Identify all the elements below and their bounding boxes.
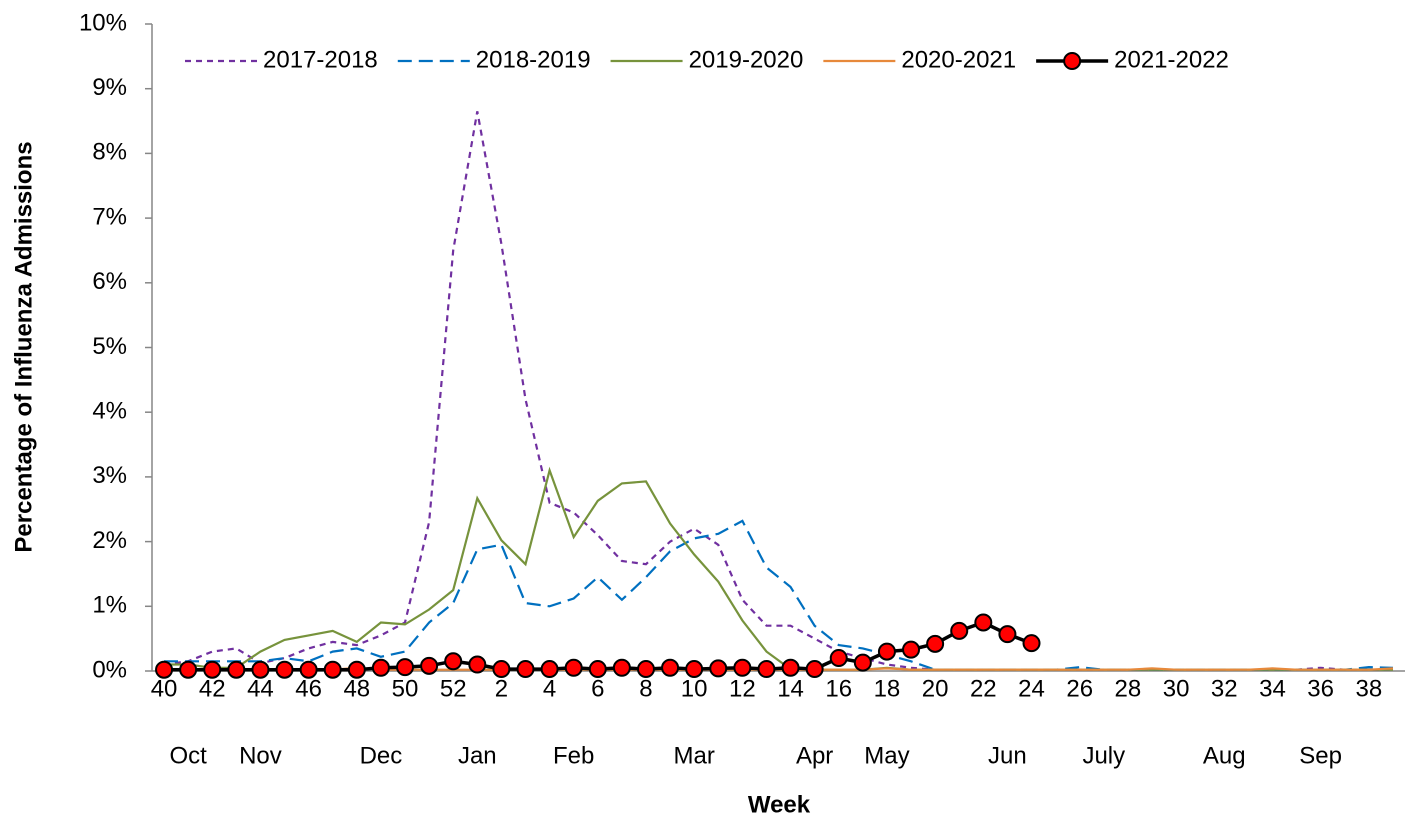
x-tick-label: 6 [591,675,604,702]
x-tick-label: 32 [1211,675,1238,702]
x-tick-label: 20 [922,675,949,702]
data-point [492,660,511,679]
data-point [275,660,294,679]
y-axis-title: Percentage of Influenza Admissions [10,141,37,552]
data-point [179,660,198,679]
x-tick-label: 2 [495,675,508,702]
legend-label: 2018-2019 [476,46,591,73]
x-tick-label: 28 [1115,675,1142,702]
x-tick-label: 4 [543,675,556,702]
data-point [444,652,463,671]
month-label: Mar [673,742,714,769]
x-tick-label: 18 [874,675,901,702]
month-label: Jun [988,742,1027,769]
data-point [877,642,896,661]
x-tick-label: 12 [729,675,756,702]
y-tick-label: 0% [92,656,127,683]
data-point [661,658,680,677]
data-point [155,660,174,679]
data-point [227,660,246,679]
x-tick-label: 14 [777,675,804,702]
data-point [926,634,945,653]
month-label: Aug [1203,742,1246,769]
month-label: Jan [458,742,497,769]
y-tick-label: 8% [92,139,127,166]
legend-label: 2019-2020 [689,46,804,73]
x-tick-label: 48 [343,675,370,702]
month-label: Apr [796,742,833,769]
legend-label: 2021-2022 [1114,46,1229,73]
y-tick-label: 6% [92,268,127,295]
data-point [733,658,752,677]
data-point [588,660,607,679]
data-point [998,625,1017,644]
data-point [757,660,776,679]
month-label: Oct [169,742,207,769]
y-tick-label: 9% [92,74,127,101]
legend-marker [1063,52,1082,70]
x-axis-title: Week [748,791,811,818]
legend-label: 2020-2021 [901,46,1016,73]
y-tick-label: 10% [79,9,127,36]
y-tick-label: 7% [92,203,127,230]
data-point [950,621,969,640]
month-label: Dec [360,742,403,769]
data-point [974,613,993,632]
data-point [371,658,390,677]
data-point [323,660,342,679]
data-point [636,660,655,679]
data-point [203,660,222,679]
y-tick-label: 5% [92,333,127,360]
x-tick-label: 40 [151,675,178,702]
data-point [829,649,848,668]
month-label: Sep [1299,742,1342,769]
data-point [805,660,824,679]
month-label: Feb [553,742,594,769]
x-tick-label: 22 [970,675,997,702]
x-tick-label: 52 [440,675,467,702]
x-tick-label: 44 [247,675,274,702]
x-tick-label: 16 [825,675,852,702]
data-point [564,658,583,677]
y-tick-label: 1% [92,592,127,619]
x-tick-label: 50 [392,675,419,702]
y-tick-label: 4% [92,398,127,425]
x-tick-label: 8 [639,675,652,702]
data-point [853,653,872,672]
data-point [1022,634,1041,653]
data-point [347,660,366,679]
data-point [781,658,800,677]
x-tick-label: 38 [1356,675,1383,702]
month-label: Nov [239,742,282,769]
x-tick-label: 42 [199,675,226,702]
x-tick-label: 10 [681,675,708,702]
x-tick-label: 30 [1163,675,1190,702]
x-tick-label: 34 [1259,675,1286,702]
data-point [612,658,631,677]
series-line [164,466,1393,671]
data-point [685,660,704,679]
data-point [420,656,439,675]
y-tick-label: 3% [92,462,127,489]
data-point [540,660,559,679]
x-tick-label: 24 [1018,675,1045,702]
x-tick-label: 46 [295,675,322,702]
month-label: May [864,742,909,769]
data-point [902,640,921,659]
y-tick-label: 2% [92,527,127,554]
data-point [468,655,487,674]
legend-label: 2017-2018 [263,46,378,73]
data-point [251,660,270,679]
data-point [709,659,728,678]
month-label: July [1082,742,1125,769]
series-line [164,519,1394,671]
series-line [163,111,1393,671]
data-point [396,658,415,677]
data-point [299,660,318,679]
data-point [516,660,535,679]
x-tick-label: 26 [1066,675,1093,702]
x-tick-label: 36 [1307,675,1334,702]
